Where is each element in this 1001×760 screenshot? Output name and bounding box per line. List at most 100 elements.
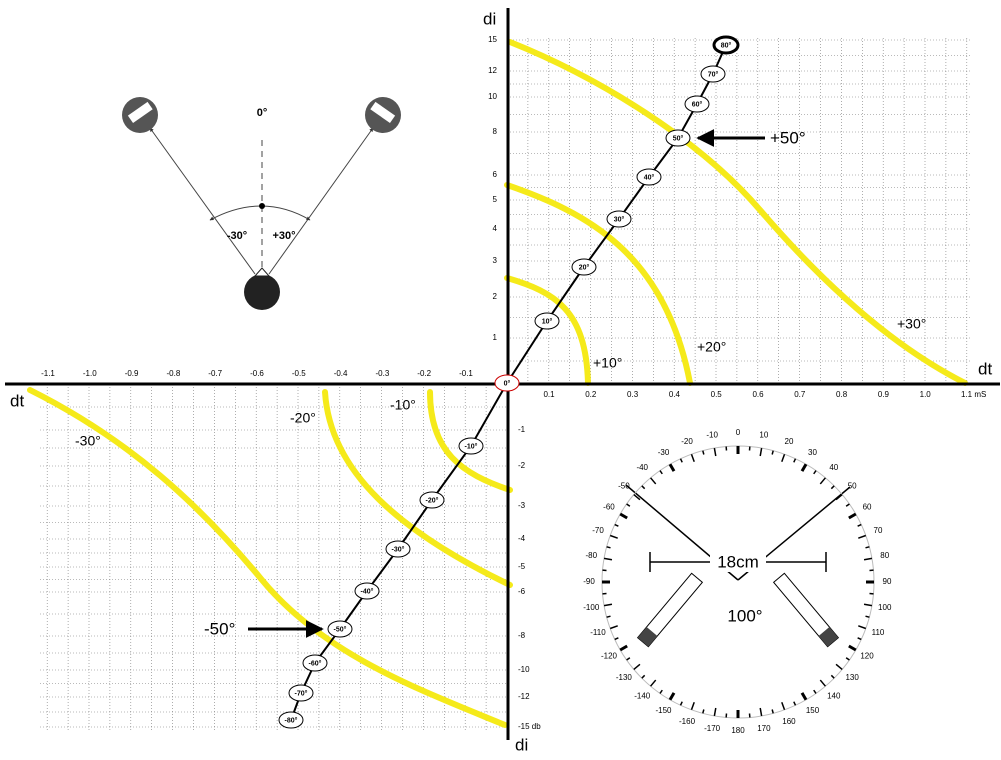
- marker-label: 20°: [579, 263, 590, 271]
- dial-tick: [679, 458, 683, 463]
- marker-oval: [665, 129, 691, 147]
- x-tick-label: 0.6: [752, 390, 764, 399]
- dial-tick: [690, 702, 695, 711]
- marker-label: -80°: [285, 716, 298, 724]
- dial-label: 170: [757, 724, 771, 733]
- dial-tick: [858, 534, 867, 539]
- dial-label: -30: [658, 448, 670, 457]
- x-tick-label: -0.4: [334, 369, 348, 378]
- x-tick-label: 0.1: [543, 390, 555, 399]
- x-tick-label: 1.1 mS: [961, 390, 986, 399]
- x-tick-label: 0.9: [878, 390, 890, 399]
- angle-label: 100°: [727, 606, 762, 625]
- dial-tick: [650, 477, 657, 485]
- microphone: [772, 572, 840, 648]
- dial-label: 180: [731, 726, 745, 735]
- dial-tick: [679, 701, 683, 706]
- dial-tick: [614, 523, 619, 527]
- curves: [27, 39, 968, 728]
- dial-label: 80: [880, 551, 889, 560]
- curve-minus-20: [322, 389, 513, 588]
- dial-label: -20: [681, 437, 693, 446]
- dial-tick: [603, 603, 613, 607]
- dimension-bg: [710, 552, 766, 572]
- dial-label: 120: [860, 652, 874, 661]
- x-tick-label: -0.6: [250, 369, 264, 378]
- dial-label: 70: [874, 526, 883, 535]
- y-tick-label: 8: [493, 127, 498, 136]
- marker-label: -60°: [309, 659, 322, 667]
- dial-tick: [857, 523, 862, 527]
- dial-label: 140: [827, 691, 841, 700]
- y-tick-label: 10: [488, 92, 497, 101]
- dial-tick: [835, 663, 843, 670]
- mic-head: [637, 626, 658, 647]
- speaker-cone: [127, 101, 153, 123]
- marker-oval: [494, 374, 520, 392]
- marker-oval: [636, 168, 662, 186]
- dial-tick: [845, 503, 850, 507]
- marker-label: 70°: [708, 70, 719, 78]
- angle-markers: 80° 70° 60° 50° 40° 30° 20° 10° 0° -10° -20° -30° -4…: [278, 35, 740, 729]
- dial-tick: [857, 637, 862, 641]
- curve-plus-20: [504, 182, 693, 386]
- marker-label: -30°: [392, 545, 405, 553]
- marker-label: 30°: [614, 215, 625, 223]
- axis-label: di: [483, 9, 496, 28]
- y-tick-label: 1: [493, 333, 498, 342]
- dial-label: -120: [601, 652, 618, 661]
- curve-label: -20°: [290, 410, 316, 426]
- curve-plus-30: [507, 39, 968, 386]
- dial-tick: [759, 707, 763, 717]
- dial: 18cm 100° -170 -160 -150 -140-130 -120 -110 -1…: [583, 428, 892, 735]
- dial-tick: [813, 470, 817, 475]
- x-tick-label: -0.8: [167, 369, 181, 378]
- dial-tick: [603, 557, 613, 561]
- stereo-label: 0°: [257, 107, 268, 119]
- dial-label: -40: [636, 463, 648, 472]
- curve-plus-10: [504, 275, 591, 386]
- dial-tick: [819, 679, 826, 687]
- dial-label: 50: [848, 481, 857, 490]
- curve-label: -10°: [390, 397, 416, 413]
- dial-label: -150: [655, 706, 672, 715]
- x-tick-label: -0.1: [459, 369, 473, 378]
- dial-tick: [659, 689, 663, 694]
- marker-oval: [385, 540, 411, 558]
- dial-tick: [759, 447, 763, 457]
- dial-label: -170: [704, 724, 721, 733]
- x-tick-label: -0.7: [208, 369, 222, 378]
- dial-tick: [848, 512, 857, 520]
- curve-minus-30: [27, 387, 508, 728]
- x-tick-label: 1.0: [920, 390, 932, 399]
- spacing-label: 18cm: [717, 552, 759, 571]
- dial-label: -90: [583, 577, 595, 586]
- x-tick-label: -0.3: [376, 369, 390, 378]
- callout-label: +50°: [770, 128, 806, 147]
- dial-tick: [702, 709, 705, 714]
- axis-label: di: [515, 735, 528, 754]
- y-tick-label: -5: [518, 562, 526, 571]
- y-tick-label: -10: [518, 665, 530, 674]
- dial-label: 60: [863, 503, 872, 512]
- dial-label: -50: [618, 481, 630, 490]
- dial-label: -140: [634, 691, 651, 700]
- stereo-label: -30°: [227, 230, 247, 242]
- dial-tick: [641, 674, 646, 679]
- x-tick-label: 0.4: [669, 390, 681, 399]
- dial-label: 20: [785, 437, 794, 446]
- dial-label: 150: [806, 706, 820, 715]
- dial-label: -60: [603, 503, 615, 512]
- y-tick-label: -3: [518, 501, 526, 510]
- mic-head: [818, 626, 839, 647]
- x-tick-label: -0.5: [292, 369, 306, 378]
- dial-tick: [781, 453, 786, 462]
- marker-label: 60°: [692, 100, 703, 108]
- marker-label: -40°: [361, 587, 374, 595]
- dial-tick: [845, 657, 850, 661]
- x-tick-label: 0.5: [711, 390, 723, 399]
- dial-tick: [713, 447, 717, 457]
- marker-oval: [354, 582, 380, 600]
- dial-label: -100: [583, 603, 600, 612]
